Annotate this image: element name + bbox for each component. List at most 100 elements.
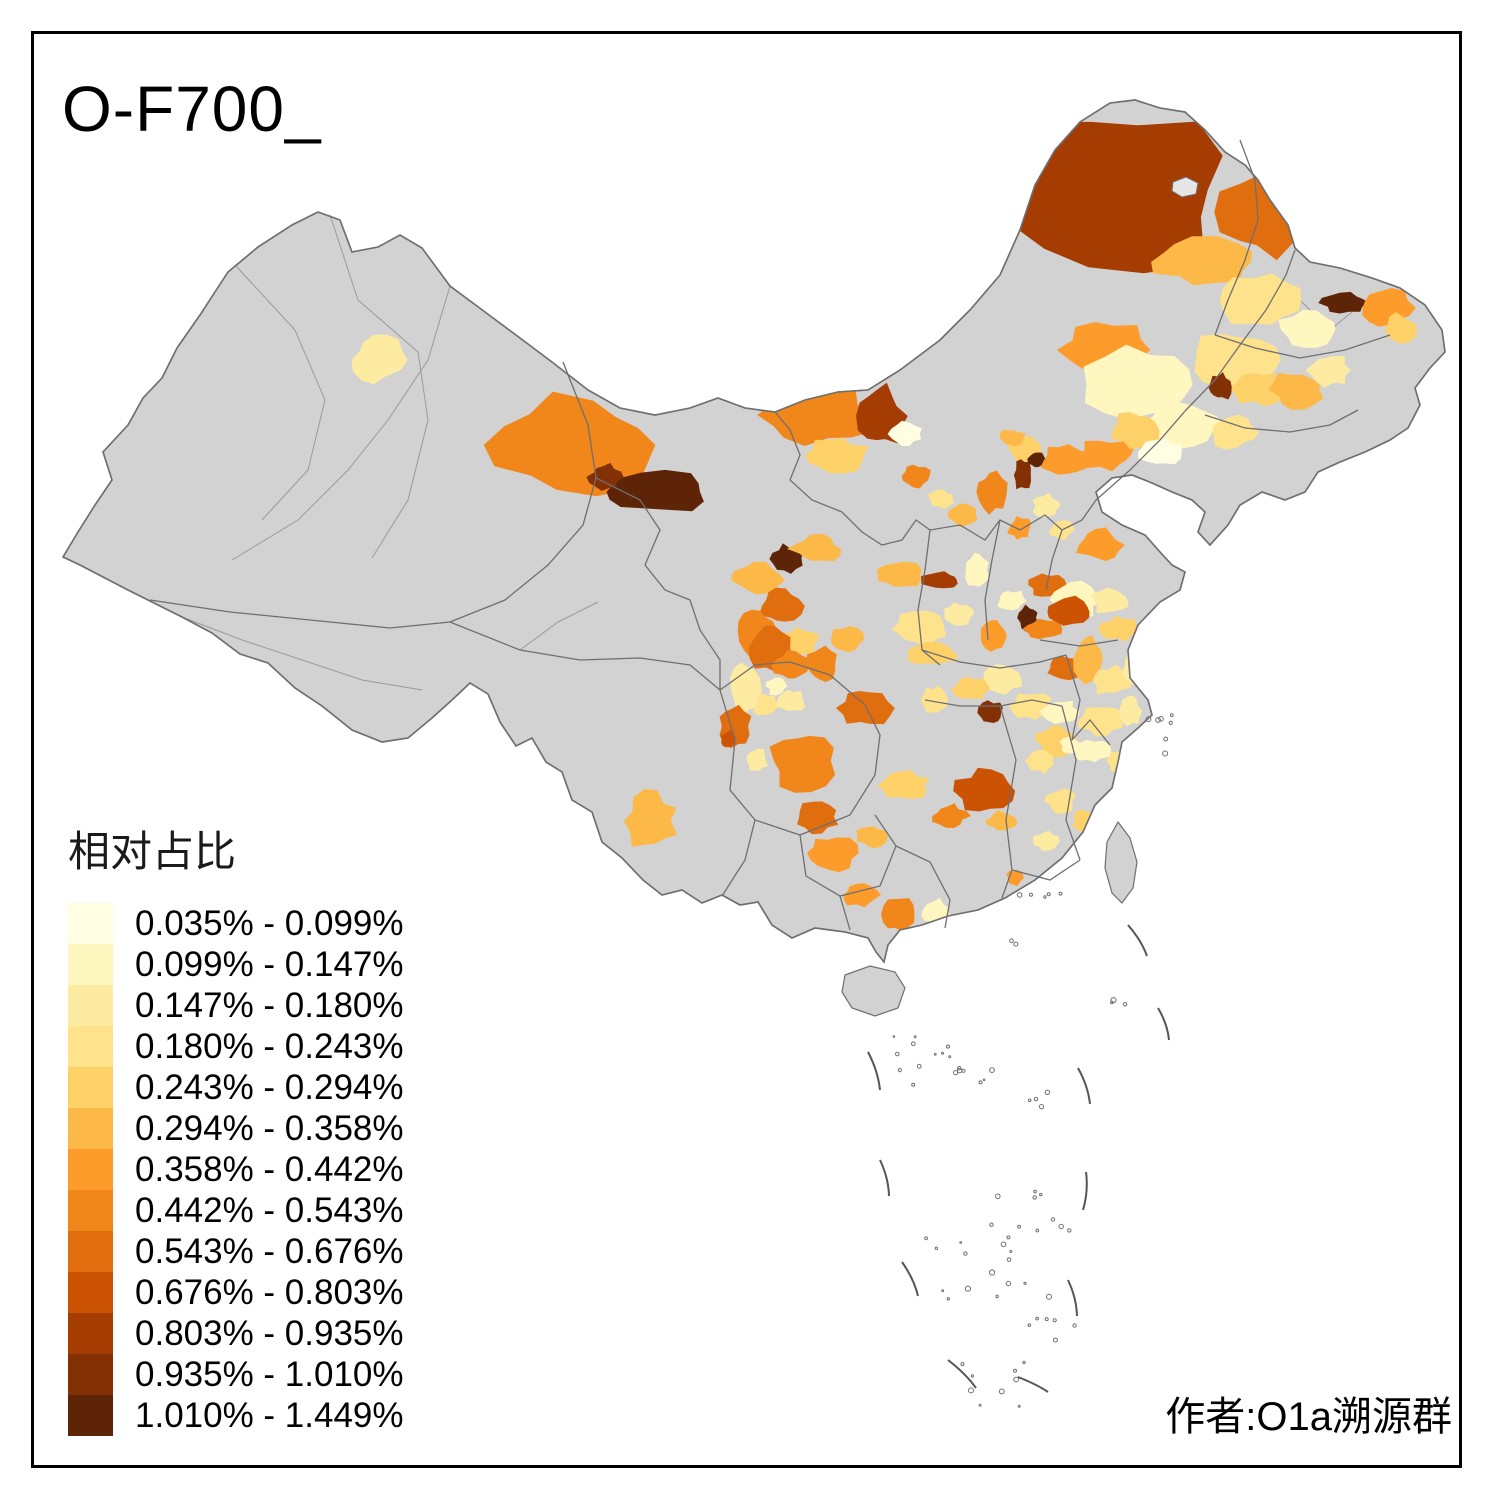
- small-island-dot: [1027, 1323, 1032, 1327]
- prefecture-region: [1119, 695, 1143, 727]
- prefecture-region: [932, 803, 971, 828]
- small-island-dot: [1043, 895, 1047, 899]
- prefecture-region: [927, 489, 954, 510]
- prefecture-region: [887, 420, 922, 447]
- legend-item: 0.099% - 0.147%: [68, 944, 404, 985]
- small-island-dot: [989, 1269, 996, 1276]
- prefecture-border-line: [181, 616, 423, 691]
- small-island-dot: [946, 1297, 950, 1301]
- province-border-line: [1095, 249, 1296, 501]
- small-island-dot: [1110, 997, 1117, 1004]
- small-island-dot: [1033, 1189, 1037, 1194]
- small-island-dot: [911, 1082, 916, 1087]
- prefecture-region: [1024, 749, 1054, 774]
- legend-item-label: 0.543% - 0.676%: [135, 1231, 404, 1271]
- small-island-dot: [1006, 1257, 1012, 1262]
- prefecture-region: [623, 789, 678, 847]
- small-island-dot: [934, 1246, 939, 1251]
- small-island-dot: [978, 1080, 983, 1085]
- legend-item: 0.180% - 0.243%: [68, 1026, 404, 1067]
- prefecture-region: [1033, 830, 1060, 852]
- prefecture-region: [1093, 664, 1132, 695]
- prefecture-region: [807, 837, 859, 873]
- prefecture-region: [1073, 739, 1112, 763]
- prefecture-region: [806, 645, 837, 682]
- legend-swatch: [68, 1108, 113, 1149]
- prefecture-region: [1194, 334, 1281, 386]
- province-borders: [61, 99, 1446, 964]
- small-island-dot: [1044, 1089, 1051, 1096]
- prefecture-region: [771, 649, 810, 679]
- legend-swatch: [68, 1026, 113, 1067]
- prefecture-region: [776, 689, 806, 711]
- small-island-dot: [1017, 1224, 1021, 1229]
- prefecture-region: [1305, 356, 1352, 388]
- attribution-text: 作者:O1a溯源群: [1165, 1395, 1452, 1439]
- small-island-dot: [1035, 1228, 1040, 1233]
- small-island-dot: [1039, 1192, 1043, 1197]
- prefecture-border-line: [519, 601, 599, 651]
- legend-title: 相对占比: [68, 828, 237, 875]
- province-border-line: [799, 814, 897, 897]
- legend-swatch: [68, 1149, 113, 1190]
- legend-item: 0.294% - 0.358%: [68, 1108, 404, 1149]
- legend-swatch: [68, 1395, 113, 1436]
- legend-swatch: [68, 1067, 113, 1108]
- small-island-dot: [916, 1063, 922, 1069]
- small-island-dot: [1050, 1217, 1056, 1222]
- legend-item: 0.358% - 0.442%: [68, 1149, 404, 1190]
- country-border-line: [61, 99, 1446, 964]
- enclave-region: [1171, 176, 1199, 198]
- prefecture-region: [1077, 707, 1124, 737]
- small-island-dot: [1169, 713, 1174, 717]
- small-island-dot: [953, 1070, 959, 1076]
- province-border-line: [1045, 529, 1063, 591]
- prefecture-region: [985, 810, 1018, 831]
- legend-item-label: 0.035% - 0.099%: [135, 903, 404, 943]
- small-island-dot: [1013, 941, 1019, 947]
- small-island-dot: [897, 1068, 902, 1073]
- legend-item: 0.935% - 1.010%: [68, 1354, 404, 1395]
- small-island-dot: [1038, 1104, 1045, 1110]
- prefecture-region: [782, 626, 819, 657]
- prefecture-region: [830, 626, 864, 653]
- prefecture-region: [1219, 273, 1302, 325]
- province-border-line: [921, 649, 1067, 669]
- dash-segment: [879, 1159, 890, 1197]
- province-border-line: [1039, 639, 1119, 647]
- small-island-dot: [982, 1078, 986, 1082]
- small-island-dot: [1052, 1318, 1057, 1323]
- small-island-dot: [1044, 1317, 1049, 1322]
- prefecture-region: [1047, 595, 1090, 626]
- small-island-dot: [946, 1044, 950, 1049]
- province-border-line: [1214, 334, 1391, 359]
- dash-segment: [867, 1051, 881, 1091]
- small-island-dot: [998, 1388, 1005, 1395]
- prefecture-region: [876, 561, 922, 587]
- small-island-dot: [959, 1241, 963, 1244]
- legend-item-label: 0.935% - 1.010%: [135, 1354, 404, 1394]
- province-border-line: [1071, 718, 1111, 746]
- small-island-dot: [895, 1051, 900, 1057]
- prefecture-region: [835, 691, 895, 725]
- small-island-dot: [989, 1222, 994, 1227]
- small-island-dot: [1000, 1241, 1007, 1248]
- small-island-dot: [1035, 1316, 1039, 1321]
- prefecture-region: [765, 677, 788, 696]
- legend-item: 0.676% - 0.803%: [68, 1272, 404, 1313]
- small-island-dot: [913, 1035, 917, 1039]
- legend-item-label: 0.099% - 0.147%: [135, 944, 404, 984]
- small-island-dot: [941, 1051, 944, 1055]
- hainan-island: [841, 965, 906, 1017]
- province-border-line: [984, 519, 1001, 641]
- small-island-dot: [960, 1362, 965, 1367]
- province-border-line: [999, 705, 1017, 899]
- small-island-dot: [892, 1035, 896, 1038]
- small-island-dot: [995, 1294, 999, 1299]
- prefecture-region: [721, 729, 736, 748]
- prefecture-region: [953, 767, 1016, 812]
- small-island-dot: [1013, 1368, 1017, 1373]
- taiwan-island: [1104, 820, 1138, 904]
- prefecture-region: [1208, 372, 1232, 400]
- prefecture-region: [351, 334, 408, 385]
